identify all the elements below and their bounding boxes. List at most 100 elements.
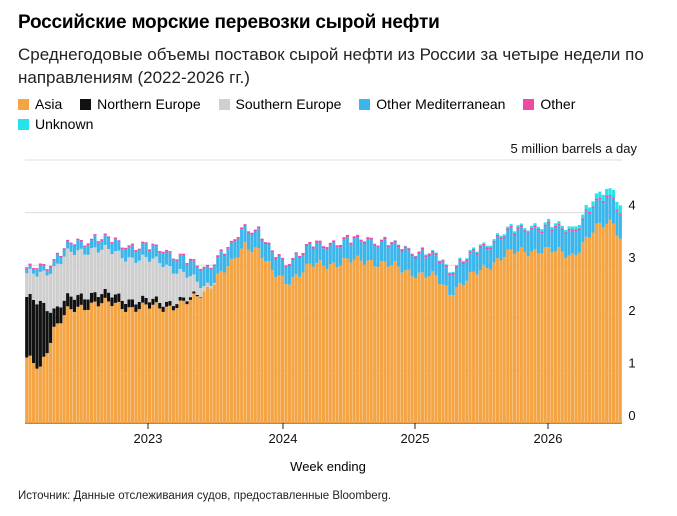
bar-segment <box>59 257 63 265</box>
bar-segment <box>458 282 462 423</box>
bar-segment <box>31 273 36 300</box>
bar-segment <box>536 228 540 231</box>
bar-segment <box>124 247 128 250</box>
bar-segment <box>175 308 179 423</box>
bar-segment <box>263 261 268 423</box>
bar-segment <box>581 219 585 243</box>
bar-segment <box>192 293 196 423</box>
bar-segment <box>533 248 537 423</box>
bar-segment <box>93 301 97 423</box>
bar-segment <box>615 201 619 210</box>
bar-segment <box>154 296 158 303</box>
bar-segment <box>144 297 148 305</box>
bar-segment <box>107 238 111 249</box>
bar-segment <box>536 226 540 229</box>
bar-segment <box>185 277 189 302</box>
bar-segment <box>69 296 73 310</box>
bar-segment <box>96 297 100 307</box>
bar-segment <box>379 239 384 242</box>
bar-segment <box>489 245 493 248</box>
bar-segment <box>339 245 343 248</box>
bar-segment <box>274 258 278 277</box>
bar-segment <box>137 250 141 261</box>
bar-segment <box>349 262 353 423</box>
bar-segment <box>451 271 455 273</box>
bar-segment <box>35 268 39 270</box>
bar-segment <box>325 249 329 270</box>
bar-segment <box>414 255 418 257</box>
chart-title: Российские морские перевозки сырой нефти <box>18 12 440 33</box>
bar-segment <box>400 272 404 423</box>
bar-segment <box>475 251 479 254</box>
bar-segment <box>352 238 356 260</box>
bar-segment <box>349 244 353 263</box>
bar-segment <box>366 260 370 423</box>
bar-segment <box>233 258 237 423</box>
bar-segment <box>55 306 59 324</box>
bar-segment <box>601 202 605 228</box>
bar-segment <box>195 294 199 297</box>
bar-segment <box>304 246 308 264</box>
bar-segment <box>158 252 162 264</box>
bar-segment <box>270 252 274 271</box>
bar-segment <box>260 258 264 423</box>
bar-segment <box>49 265 53 268</box>
bar-segment <box>185 264 189 278</box>
bar-segment <box>66 248 70 294</box>
bar-segment <box>414 256 418 259</box>
bar-segment <box>209 288 213 423</box>
bar-segment <box>523 231 527 252</box>
bar-segment <box>253 247 257 423</box>
bar-segment <box>383 261 387 423</box>
y-tick-label: 4 <box>628 198 635 213</box>
bar-segment <box>195 267 199 282</box>
bar-segment <box>263 243 268 262</box>
bar-segment <box>175 261 179 274</box>
bar-segment <box>519 247 523 423</box>
bar-segment <box>52 326 56 423</box>
bar-segment <box>226 266 230 423</box>
bar-segment <box>359 241 363 261</box>
bar-segment <box>216 256 220 274</box>
bar-segment <box>55 323 59 423</box>
legend-item-asia: Asia <box>18 95 62 114</box>
bar-segment <box>376 267 380 423</box>
bar-segment <box>431 271 435 423</box>
bar-segment <box>161 306 165 312</box>
bar-segment <box>499 237 503 240</box>
bar-segment <box>502 257 506 423</box>
bar-segment <box>437 284 442 423</box>
bar-segment <box>72 299 77 312</box>
bar-segment <box>618 214 622 239</box>
bar-segment <box>66 239 70 242</box>
bar-segment <box>199 297 203 298</box>
bar-segment <box>110 254 114 298</box>
bar-segment <box>434 275 438 423</box>
bar-segment <box>485 247 489 250</box>
bar-segment <box>543 224 547 227</box>
bar-segment <box>298 257 302 277</box>
bar-segment <box>236 257 240 423</box>
bar-segment <box>512 254 517 423</box>
bar-segment <box>512 231 517 234</box>
bar-segment <box>601 200 605 203</box>
bar-segment <box>506 228 510 231</box>
bar-segment <box>403 246 407 249</box>
bar-segment <box>83 254 87 300</box>
legend-swatch-unknown <box>18 119 29 130</box>
legend-item-other-mediterranean: Other Mediterranean <box>359 95 505 114</box>
bar-segment <box>458 260 462 283</box>
bar-segment <box>209 285 213 289</box>
bar-segment <box>137 260 141 302</box>
bar-segment <box>42 356 46 423</box>
bar-segment <box>141 243 145 255</box>
bar-segment <box>243 225 247 243</box>
bar-segment <box>570 229 575 231</box>
bar-segment <box>424 254 428 256</box>
bar-segment <box>100 239 104 241</box>
bar-segment <box>332 242 336 263</box>
bar-segment <box>66 306 70 423</box>
bar-segment <box>557 221 561 224</box>
bar-segment <box>144 243 148 258</box>
bar-segment <box>42 270 46 303</box>
